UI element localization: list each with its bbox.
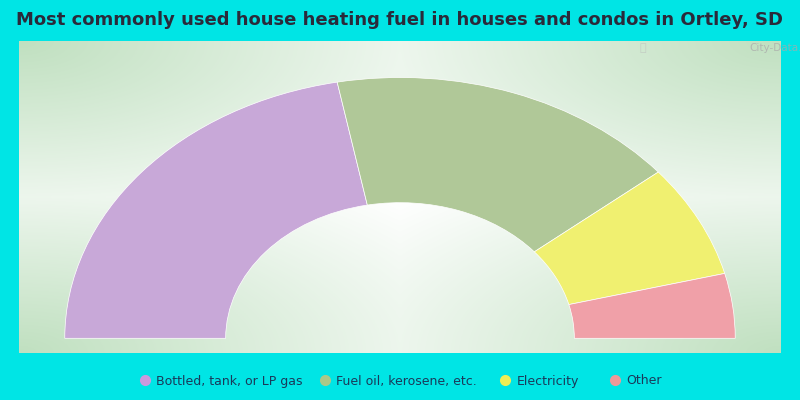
- Wedge shape: [65, 82, 367, 338]
- Wedge shape: [534, 172, 725, 304]
- Text: ⓘ: ⓘ: [640, 42, 646, 52]
- Text: Other: Other: [626, 374, 662, 388]
- Text: Fuel oil, kerosene, etc.: Fuel oil, kerosene, etc.: [337, 374, 478, 388]
- Wedge shape: [337, 78, 658, 252]
- Text: Bottled, tank, or LP gas: Bottled, tank, or LP gas: [156, 374, 303, 388]
- Text: Electricity: Electricity: [517, 374, 579, 388]
- Wedge shape: [569, 274, 735, 338]
- Text: City-Data.com: City-Data.com: [750, 42, 800, 52]
- Text: Most commonly used house heating fuel in houses and condos in Ortley, SD: Most commonly used house heating fuel in…: [17, 11, 783, 29]
